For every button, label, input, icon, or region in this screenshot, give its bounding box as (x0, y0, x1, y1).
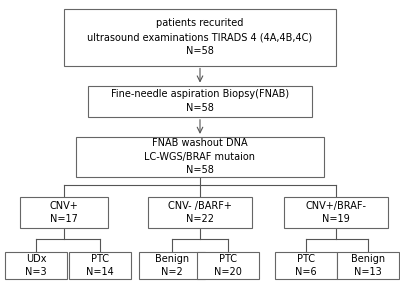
Text: Fine-needle aspiration Biopsy(FNAB)
N=58: Fine-needle aspiration Biopsy(FNAB) N=58 (111, 89, 289, 113)
FancyBboxPatch shape (20, 197, 108, 228)
Text: Benign
N=2: Benign N=2 (155, 254, 189, 277)
Text: Benign
N=13: Benign N=13 (351, 254, 385, 277)
FancyBboxPatch shape (284, 197, 388, 228)
FancyBboxPatch shape (139, 252, 205, 279)
FancyBboxPatch shape (337, 252, 399, 279)
Text: UDx
N=3: UDx N=3 (25, 254, 47, 277)
FancyBboxPatch shape (5, 252, 67, 279)
Text: CNV+
N=17: CNV+ N=17 (50, 201, 78, 224)
Text: CNV- /BARF+
N=22: CNV- /BARF+ N=22 (168, 201, 232, 224)
Text: PTC
N=14: PTC N=14 (86, 254, 114, 277)
FancyBboxPatch shape (64, 9, 336, 66)
Text: CNV+/BRAF-
N=19: CNV+/BRAF- N=19 (306, 201, 366, 224)
Text: PTC
N=6: PTC N=6 (295, 254, 317, 277)
FancyBboxPatch shape (275, 252, 337, 279)
Text: PTC
N=20: PTC N=20 (214, 254, 242, 277)
FancyBboxPatch shape (88, 86, 312, 117)
Text: FNAB washout DNA
LC-WGS/BRAF mutaion
N=58: FNAB washout DNA LC-WGS/BRAF mutaion N=5… (144, 138, 256, 175)
Text: patients recurited
ultrasound examinations TIRADS 4 (4A,4B,4C)
N=58: patients recurited ultrasound examinatio… (88, 19, 312, 56)
FancyBboxPatch shape (148, 197, 252, 228)
FancyBboxPatch shape (197, 252, 259, 279)
FancyBboxPatch shape (69, 252, 131, 279)
FancyBboxPatch shape (76, 137, 324, 177)
